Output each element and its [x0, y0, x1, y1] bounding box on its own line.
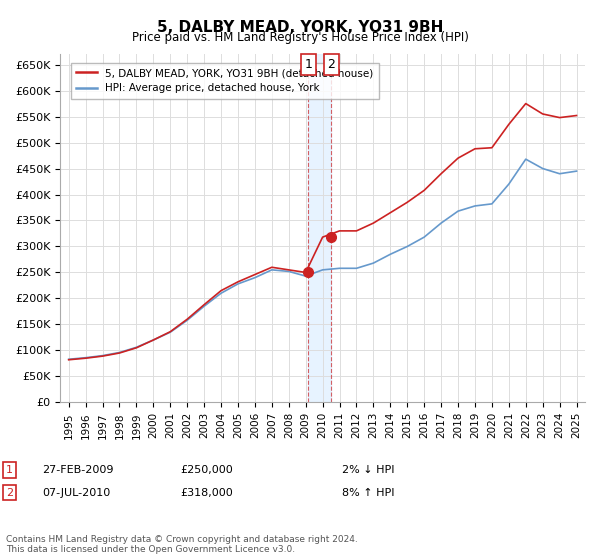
Text: 2: 2: [6, 488, 13, 498]
Text: 2: 2: [328, 58, 335, 71]
Text: £250,000: £250,000: [180, 465, 233, 475]
Legend: 5, DALBY MEAD, YORK, YO31 9BH (detached house), HPI: Average price, detached hou: 5, DALBY MEAD, YORK, YO31 9BH (detached …: [71, 63, 379, 99]
Bar: [308, 54, 331, 403]
Text: 2% ↓ HPI: 2% ↓ HPI: [342, 465, 395, 475]
Text: Contains HM Land Registry data © Crown copyright and database right 2024.
This d: Contains HM Land Registry data © Crown c…: [6, 535, 358, 554]
Text: 5, DALBY MEAD, YORK, YO31 9BH: 5, DALBY MEAD, YORK, YO31 9BH: [157, 20, 443, 35]
Text: 07-JUL-2010: 07-JUL-2010: [42, 488, 110, 498]
Text: £318,000: £318,000: [180, 488, 233, 498]
Text: 1: 1: [6, 465, 13, 475]
Text: 27-FEB-2009: 27-FEB-2009: [42, 465, 113, 475]
Text: 8% ↑ HPI: 8% ↑ HPI: [342, 488, 395, 498]
Text: Price paid vs. HM Land Registry's House Price Index (HPI): Price paid vs. HM Land Registry's House …: [131, 31, 469, 44]
Text: 1: 1: [304, 58, 312, 71]
